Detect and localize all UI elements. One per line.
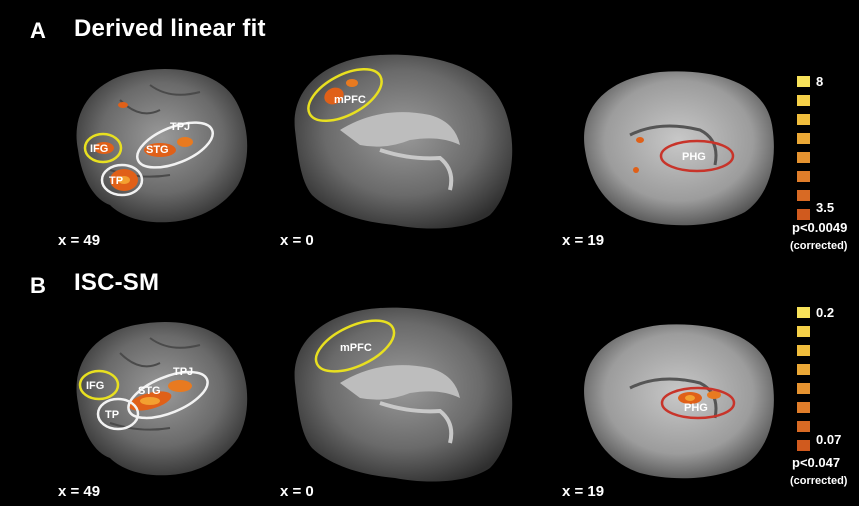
roi-label: STG — [146, 144, 169, 156]
slice-coordinate: x = 49 — [58, 483, 101, 500]
roi-mpfc — [314, 319, 396, 373]
roi-phg — [659, 139, 735, 173]
colorbar-segment — [797, 440, 810, 451]
brain-slice-midline: mPFC — [294, 307, 513, 482]
colorbar-max: 0.2 — [816, 305, 835, 320]
colorbar-segment — [797, 114, 810, 125]
colorbar-max: 8 — [816, 74, 824, 89]
colorbar-segment — [797, 364, 810, 375]
slice-coordinate: x = 0 — [280, 483, 314, 500]
panel-title: Derived linear fit — [74, 15, 266, 42]
colorbar-segment — [797, 402, 810, 413]
roi-label: mPFC — [340, 342, 372, 354]
roi-stg — [127, 370, 209, 420]
colorbar-segment — [797, 133, 810, 144]
brain-slice-lateral: IFG STG TPJ TP — [76, 68, 248, 223]
panel-letter: B — [30, 273, 46, 298]
roi-ifg — [78, 369, 120, 401]
colorbar-min: 3.5 — [816, 200, 835, 215]
roi-label: TP — [109, 175, 123, 187]
colorbar-segment — [797, 76, 810, 87]
panel-title: ISC-SM — [74, 269, 160, 296]
slice-coordinate: x = 19 — [562, 483, 605, 500]
correction-note: (corrected) — [790, 240, 848, 252]
brain-slices: IFG STG TPJ TP mPFC PHG — [76, 307, 774, 482]
colorbar-segment — [797, 209, 810, 220]
colorbar-segment — [797, 383, 810, 394]
colorbar-segment — [797, 171, 810, 182]
brain-slices: IFG STG TPJ TP mPFC PHG — [76, 54, 774, 229]
roi-ifg — [83, 132, 123, 164]
colorbar-min: 0.07 — [816, 432, 842, 447]
roi-label: TP — [105, 409, 119, 421]
slice-coordinate: x = 49 — [58, 232, 101, 249]
colorbar-segment — [797, 421, 810, 432]
p-value: p<0.047 — [792, 455, 841, 470]
panel-a: A Derived linear fit — [30, 15, 848, 252]
colorbar-segment — [797, 190, 810, 201]
roi-label: PHG — [682, 151, 706, 163]
roi-label: TPJ — [170, 121, 190, 133]
colorbar-segment — [797, 152, 810, 163]
roi-label: TPJ — [173, 366, 193, 378]
roi-label: IFG — [86, 380, 104, 392]
roi-stg — [136, 121, 214, 169]
roi-tp — [100, 163, 144, 197]
slice-coordinate: x = 19 — [562, 232, 605, 249]
colorbar-segment — [797, 326, 810, 337]
roi-tp — [96, 397, 140, 431]
roi-label: IFG — [90, 143, 108, 155]
roi-phg — [660, 386, 736, 420]
brain-slice-parahippocampal: PHG — [584, 71, 774, 226]
p-value: p<0.0049 — [792, 220, 848, 235]
colorbar-segment — [797, 345, 810, 356]
colorbar — [797, 76, 811, 228]
colorbar-segment — [797, 307, 810, 318]
roi-label: mPFC — [334, 94, 366, 106]
colorbar-segment — [797, 95, 810, 106]
panel-b: B ISC-SM IFG STG TPJ TP mPFC — [0, 253, 859, 506]
slice-coordinate: x = 0 — [280, 232, 314, 249]
brain-slice-midline: mPFC — [294, 54, 513, 229]
roi-label: PHG — [684, 402, 708, 414]
panel-letter: A — [30, 18, 46, 43]
correction-note: (corrected) — [790, 475, 848, 487]
roi-label: STG — [138, 385, 161, 397]
brain-slice-lateral: IFG STG TPJ TP — [76, 321, 248, 476]
brain-slice-parahippocampal: PHG — [584, 324, 774, 479]
roi-mpfc — [307, 67, 383, 123]
colorbar — [797, 307, 811, 459]
